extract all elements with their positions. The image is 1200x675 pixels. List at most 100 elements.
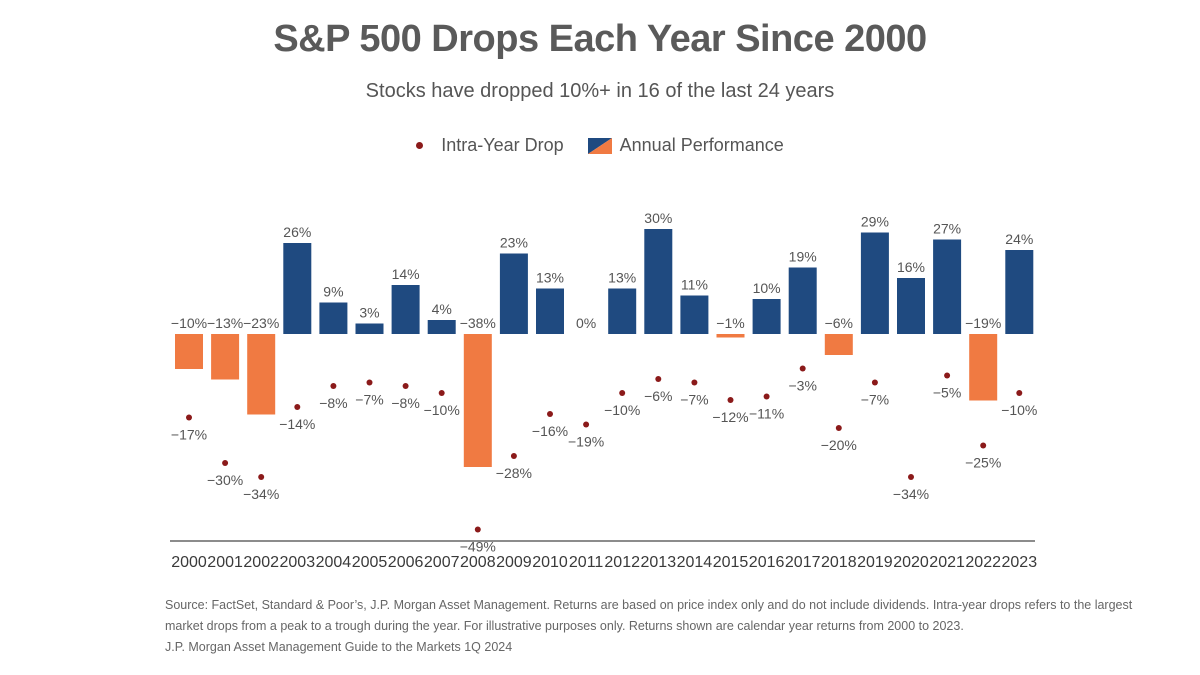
intra-year-drop-point bbox=[366, 379, 373, 386]
x-tick-label: 2005 bbox=[352, 554, 388, 571]
bar-annual-performance bbox=[933, 239, 962, 334]
intra-year-drop-point bbox=[980, 442, 987, 449]
intra-year-drop-label: −14% bbox=[279, 416, 315, 432]
bar-value-label: 10% bbox=[753, 280, 781, 296]
source-note-line-2: market drops from a peak to a trough dur… bbox=[165, 619, 964, 633]
x-tick-label: 2022 bbox=[965, 554, 1001, 571]
intra-year-drop-label: −5% bbox=[933, 385, 961, 401]
intra-year-drop-point bbox=[619, 390, 626, 396]
intra-year-drop-point bbox=[402, 383, 409, 389]
intra-year-drop-label: −3% bbox=[788, 378, 816, 394]
intra-year-drop-point bbox=[510, 453, 517, 459]
chart-plot: −10% −17% 2000 −13% −30% 2001 −23% −34% 2002 26% −… bbox=[170, 210, 1038, 571]
bar-annual-performance bbox=[283, 243, 312, 334]
x-tick-label: 2018 bbox=[821, 554, 857, 571]
annual-performance-swatch-icon bbox=[587, 137, 612, 154]
intra-year-drop-point bbox=[438, 390, 445, 396]
bar-annual-performance bbox=[788, 267, 817, 334]
intra-year-drop-label: −30% bbox=[207, 472, 243, 488]
bar-annual-performance bbox=[247, 334, 276, 415]
bar-value-label: 19% bbox=[789, 249, 817, 265]
intra-year-drop-label: −25% bbox=[965, 455, 1001, 471]
intra-year-drop-label: −11% bbox=[749, 406, 784, 422]
x-tick-label: 2023 bbox=[1002, 554, 1038, 571]
x-tick-label: 2010 bbox=[532, 554, 568, 571]
bar-value-label: 14% bbox=[392, 266, 420, 282]
bar-annual-performance bbox=[752, 299, 781, 334]
bar-value-label: −10% bbox=[171, 315, 207, 331]
chart-title: S&P 500 Drops Each Year Since 2000 bbox=[273, 18, 927, 60]
intra-year-drop-point bbox=[474, 526, 481, 533]
bar-value-label: 4% bbox=[432, 301, 452, 317]
bar-annual-performance bbox=[391, 285, 420, 334]
bar-value-label: 27% bbox=[933, 221, 961, 237]
bar-annual-performance bbox=[716, 334, 745, 338]
legend-item-annual-performance: Annual Performance bbox=[587, 135, 784, 156]
x-tick-label: 2011 bbox=[569, 554, 604, 571]
bar-value-label: 0% bbox=[576, 315, 596, 331]
bar-annual-performance bbox=[969, 334, 998, 401]
legend-label-annual-performance: Annual Performance bbox=[619, 135, 784, 155]
x-tick-label: 2003 bbox=[280, 554, 316, 571]
intra-year-drop-point bbox=[583, 421, 590, 428]
x-tick-label: 2020 bbox=[893, 554, 929, 571]
intra-year-drop-label: −34% bbox=[243, 486, 279, 502]
intra-year-drop-point bbox=[908, 474, 914, 480]
intra-year-drop-point bbox=[835, 425, 842, 431]
bar-annual-performance bbox=[860, 232, 889, 334]
source-note-line-3: J.P. Morgan Asset Management Guide to th… bbox=[165, 640, 513, 654]
bar-annual-performance bbox=[499, 253, 528, 334]
source-note-line-1: Source: FactSet, Standard & Poor’s, J.P.… bbox=[165, 598, 1133, 612]
intra-year-drop-point bbox=[871, 379, 878, 386]
intra-year-drop-label: −12% bbox=[712, 409, 748, 425]
x-tick-label: 2021 bbox=[929, 554, 965, 571]
x-tick-label: 2012 bbox=[604, 554, 640, 571]
intra-year-drop-label: −16% bbox=[532, 423, 568, 439]
x-tick-label: 2015 bbox=[713, 554, 749, 571]
bar-value-label: −1% bbox=[716, 315, 744, 331]
x-tick-label: 2016 bbox=[749, 554, 785, 571]
intra-year-drop-point bbox=[330, 383, 337, 389]
intra-year-drop-label: −10% bbox=[424, 402, 460, 418]
bar-value-label: 16% bbox=[897, 259, 925, 275]
bar-annual-performance bbox=[463, 334, 492, 467]
intra-year-drop-label: −6% bbox=[644, 388, 672, 404]
intra-year-drop-label: −10% bbox=[604, 402, 640, 418]
x-tick-label: 2007 bbox=[424, 554, 460, 571]
bar-annual-performance bbox=[427, 320, 456, 334]
intra-year-drop-label: −28% bbox=[496, 465, 532, 481]
x-tick-label: 2001 bbox=[207, 554, 243, 571]
intra-year-drop-point bbox=[186, 414, 192, 421]
intra-year-drop-point bbox=[944, 372, 951, 379]
bar-annual-performance bbox=[644, 229, 673, 334]
x-tick-label: 2000 bbox=[171, 554, 207, 571]
bar-annual-performance bbox=[211, 334, 240, 380]
x-tick-label: 2004 bbox=[316, 554, 352, 571]
bar-annual-performance bbox=[608, 288, 637, 334]
bar-annual-performance bbox=[355, 323, 384, 334]
intra-year-drop-label: −8% bbox=[319, 395, 347, 411]
x-tick-label: 2002 bbox=[243, 554, 279, 571]
bar-value-label: 26% bbox=[283, 224, 311, 240]
intra-year-drop-label: −8% bbox=[391, 395, 419, 411]
bar-value-label: −38% bbox=[460, 315, 496, 331]
intra-year-drop-label: −17% bbox=[171, 427, 207, 443]
intra-year-drop-label: −7% bbox=[861, 392, 889, 408]
x-tick-label: 2009 bbox=[496, 554, 532, 571]
intra-year-drop-point bbox=[799, 365, 806, 372]
source-note: Source: FactSet, Standard & Poor’s, J.P.… bbox=[165, 595, 1133, 658]
bar-value-label: 29% bbox=[861, 214, 889, 230]
chart-subtitle: Stocks have dropped 10%+ in 16 of the la… bbox=[365, 80, 835, 102]
bar-value-label: 30% bbox=[644, 210, 672, 226]
intra-year-drop-label: −20% bbox=[821, 437, 857, 453]
bar-annual-performance bbox=[1005, 250, 1034, 334]
x-tick-label: 2008 bbox=[460, 554, 496, 571]
bar-value-label: 11% bbox=[681, 277, 708, 293]
bar-value-label: 9% bbox=[323, 284, 343, 300]
x-tick-label: 2013 bbox=[641, 554, 677, 571]
intra-year-drop-point bbox=[727, 397, 734, 403]
intra-year-drop-dot-icon bbox=[416, 142, 424, 149]
bar-value-label: 13% bbox=[608, 270, 636, 286]
bar-value-label: −6% bbox=[825, 315, 853, 331]
bar-value-label: −23% bbox=[243, 315, 279, 331]
